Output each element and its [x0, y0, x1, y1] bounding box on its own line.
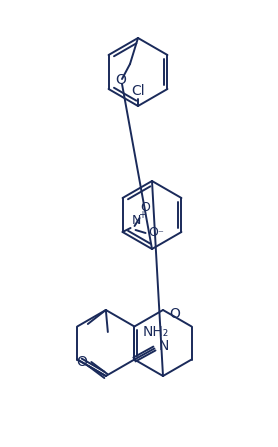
Text: O: O: [76, 355, 87, 369]
Text: O: O: [141, 201, 150, 214]
Text: N: N: [131, 214, 141, 227]
Text: ⁻: ⁻: [158, 229, 163, 239]
Text: O: O: [116, 73, 126, 87]
Text: +: +: [138, 210, 146, 220]
Text: NH₂: NH₂: [142, 325, 169, 340]
Text: N: N: [158, 338, 169, 353]
Text: O: O: [148, 227, 158, 240]
Text: Cl: Cl: [131, 84, 145, 98]
Text: O: O: [169, 307, 180, 321]
